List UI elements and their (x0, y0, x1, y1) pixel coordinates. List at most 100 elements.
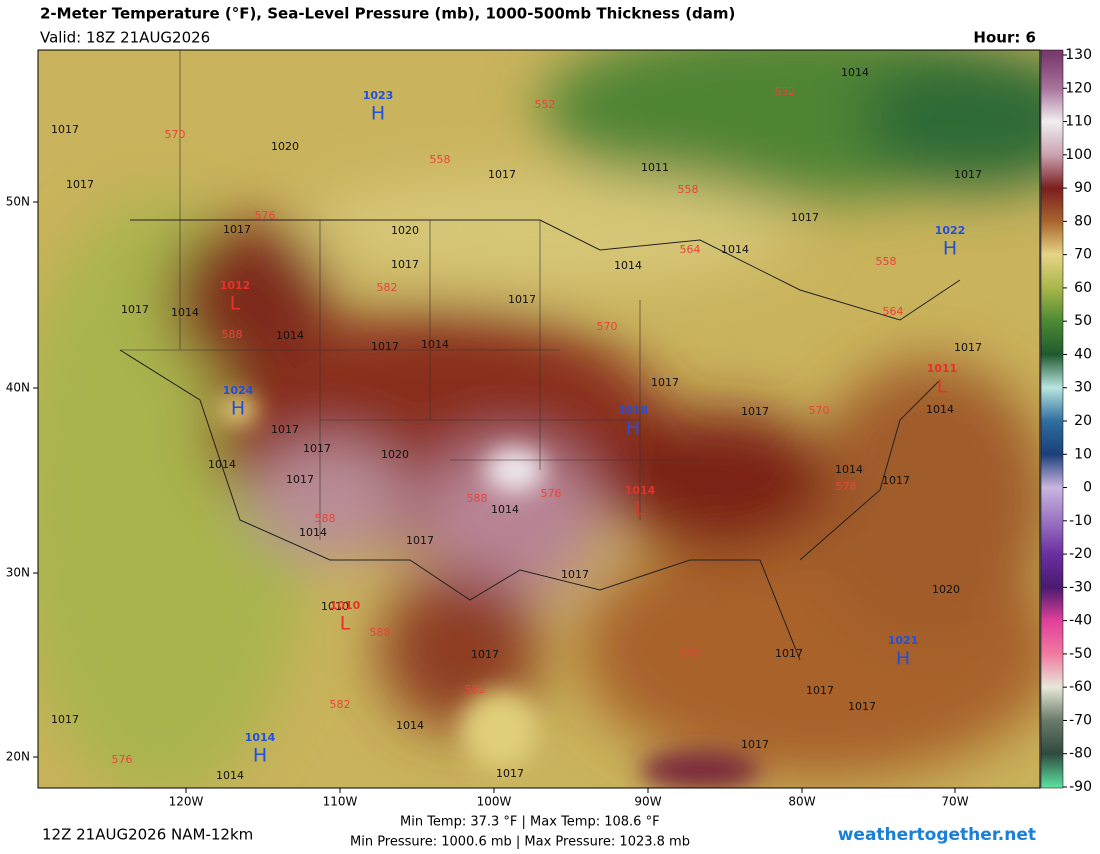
isobar-label: 1017 (806, 684, 834, 697)
colorbar-label: 60 (1074, 280, 1092, 296)
center-letter: H (943, 238, 957, 260)
isobar-label: 1014 (396, 719, 424, 732)
isobar-label: 1017 (508, 293, 536, 306)
lat-label: 50N (6, 195, 30, 209)
isobar-label: 1020 (932, 583, 960, 596)
colorbar-label: 10 (1074, 446, 1092, 462)
center-value: 1012 (220, 279, 251, 292)
thickness-label: 564 (680, 243, 701, 256)
isobar-label: 1010 (321, 600, 349, 613)
lon-label: 70W (941, 795, 968, 809)
colorbar-label: 120 (1065, 80, 1092, 96)
isobar-label: 1017 (371, 340, 399, 353)
isobar-label: 1014 (276, 329, 304, 342)
center-letter: H (896, 648, 910, 670)
center-letter: H (626, 418, 640, 440)
isobar-label: 1017 (223, 223, 251, 236)
isobar-label: 1020 (271, 140, 299, 153)
map-frame (37, 49, 1041, 789)
lon-label: 90W (634, 795, 661, 809)
center-value: 1014 (625, 484, 656, 497)
isobar-label: 1014 (614, 259, 642, 272)
colorbar-label: 130 (1065, 47, 1092, 63)
thickness-label: 576 (541, 487, 562, 500)
isobar-label: 1014 (491, 503, 519, 516)
isobar-label: 1017 (561, 568, 589, 581)
isobar-label: 1017 (286, 473, 314, 486)
center-letter: L (340, 613, 351, 635)
colorbar-label: -10 (1069, 513, 1092, 529)
thickness-label: 588 (467, 492, 488, 505)
thickness-label: 570 (165, 128, 186, 141)
isobar-label: 1020 (381, 448, 409, 461)
thickness-label: 588 (222, 328, 243, 341)
thickness-label: 558 (876, 255, 897, 268)
isobar-label: 1017 (271, 423, 299, 436)
isobar-label: 1017 (406, 534, 434, 547)
isobar-label: 1017 (121, 303, 149, 316)
center-letter: H (371, 103, 385, 125)
center-value: 1023 (363, 89, 394, 102)
valid-time: Valid: 18Z 21AUG2026 (40, 29, 210, 47)
thickness-label: 576 (836, 480, 857, 493)
thickness-label: 576 (112, 753, 133, 766)
isobar-label: 1020 (391, 224, 419, 237)
thickness-label: 558 (678, 183, 699, 196)
center-letter: L (635, 498, 646, 520)
isobar-label: 1017 (791, 211, 819, 224)
isobar-label: 1014 (216, 769, 244, 782)
isobar-label: 1017 (51, 123, 79, 136)
isobar-label: 1017 (741, 405, 769, 418)
title: 2-Meter Temperature (°F), Sea-Level Pres… (40, 5, 735, 23)
model-run: 12Z 21AUG2026 NAM-12km (42, 826, 253, 844)
temp-range: Min Temp: 37.3 °F | Max Temp: 108.6 °F (400, 815, 660, 830)
isobar-label: 1017 (741, 738, 769, 751)
thickness-label: 570 (597, 320, 618, 333)
thickness-label: 552 (775, 85, 796, 98)
thickness-label: 570 (809, 404, 830, 417)
center-value: 1014 (245, 731, 276, 744)
lon-label: 80W (788, 795, 815, 809)
colorbar-label: 90 (1074, 180, 1092, 196)
isobar-label: 1017 (303, 442, 331, 455)
isobar-label: 1014 (926, 403, 954, 416)
thickness-label: 576 (680, 648, 701, 661)
center-value: 1024 (223, 384, 254, 397)
thickness-label: 582 (330, 698, 351, 711)
thickness-label: 588 (315, 512, 336, 525)
center-letter: L (937, 376, 948, 398)
isobar-label: 1017 (882, 474, 910, 487)
thickness-label: 582 (465, 683, 486, 696)
colorbar-label: 80 (1074, 213, 1092, 229)
thickness-label: 552 (535, 98, 556, 111)
isobar-label: 1017 (954, 341, 982, 354)
thickness-label: 558 (430, 153, 451, 166)
isobar-label: 1011 (641, 161, 669, 174)
colorbar-label: -50 (1069, 646, 1092, 662)
colorbar-label: 0 (1083, 480, 1092, 496)
site-credit: weathertogether.net (838, 825, 1036, 845)
lon-label: 100W (477, 795, 512, 809)
isobar-label: 1014 (208, 458, 236, 471)
center-letter: H (231, 398, 245, 420)
center-value: 1021 (888, 634, 919, 647)
isobar-label: 1017 (954, 168, 982, 181)
isobar-label: 1014 (721, 243, 749, 256)
forecast-hour: Hour: 6 (973, 29, 1036, 47)
isobar-label: 1014 (421, 338, 449, 351)
isobar-label: 1017 (848, 700, 876, 713)
colorbar-label: 30 (1074, 380, 1092, 396)
isobar-label: 1014 (835, 463, 863, 476)
isobar-label: 1017 (651, 376, 679, 389)
isobar-label: 1017 (66, 178, 94, 191)
thickness-label: 588 (370, 626, 391, 639)
isobar-label: 1014 (299, 526, 327, 539)
colorbar (1040, 49, 1064, 789)
center-letter: H (253, 745, 267, 767)
lat-label: 20N (6, 750, 30, 764)
isobar-label: 1017 (391, 258, 419, 271)
colorbar-label: -40 (1069, 613, 1092, 629)
colorbar-label: 110 (1065, 114, 1092, 130)
center-value: 1011 (927, 362, 958, 375)
